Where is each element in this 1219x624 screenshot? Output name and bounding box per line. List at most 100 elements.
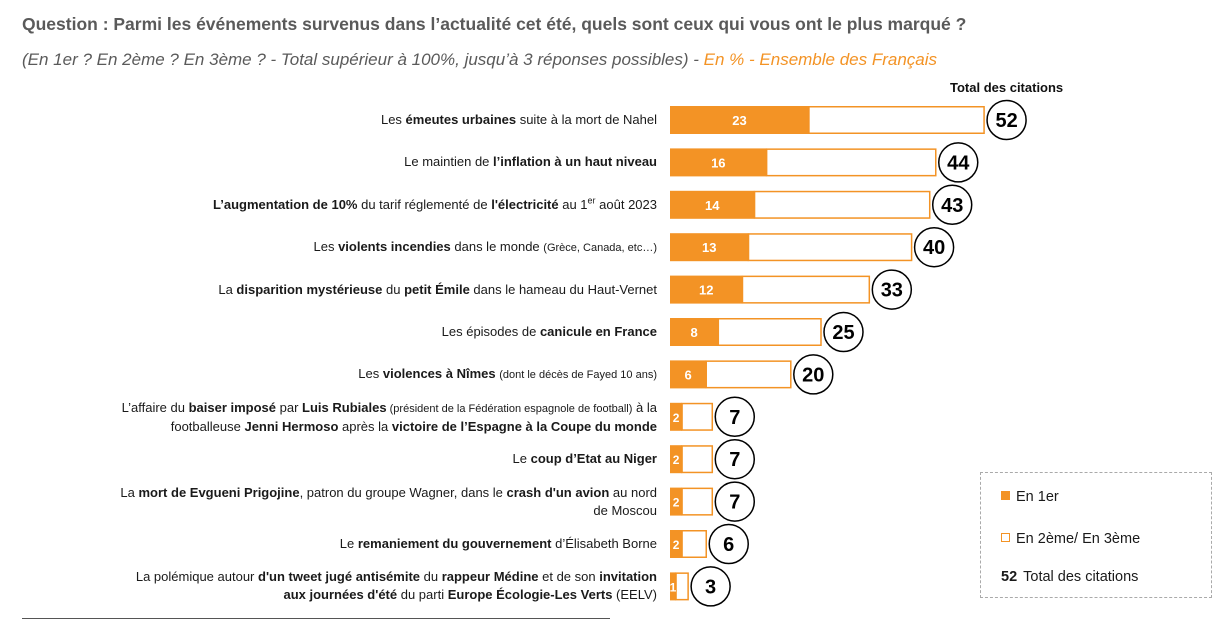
total-value: 33 [881,280,903,302]
bar-first-value: 16 [711,155,725,170]
category-label-part: (EELV) [612,587,657,603]
category-label-part: Jenni Hermoso [244,418,339,434]
bar-first [670,106,809,134]
category-label-part: l’inflation à un haut niveau [493,154,657,170]
category-label-part: suite à la mort de Nahel [516,112,657,127]
category-label-part: La polémique autour [135,569,258,585]
legend-swatch-other [1001,533,1010,542]
category-label-part: remaniement du gouvernement [357,536,552,551]
subtitle-accent: En % - Ensemble des Français [703,50,938,69]
question-subtitle: (En 1er ? En 2ème ? En 3ème ? - Total su… [22,50,937,70]
category-label-part: au 1 [558,196,588,212]
category-label-part: (Grèce, Canada, etc…) [543,242,657,255]
bar-first-value: 13 [702,240,716,255]
category-label-part: Les [313,239,339,255]
category-label: Les épisodes de canicule en France [442,323,657,341]
category-label: L’augmentation de 10% du tarif réglement… [213,196,657,214]
bar-other [753,190,931,219]
category-label-part: victoire de l’Espagne à la Coupe du mond… [391,418,657,434]
total-circle [793,354,834,395]
category-label-part: dans le hameau du Haut-Vernet [469,281,657,297]
category-label-part: l'électricité [491,196,559,212]
category-label-part: La [120,484,139,500]
category-label-part: La [218,281,237,297]
bar-first-value: 6 [685,367,692,382]
category-label-part: Les épisodes de [441,324,540,339]
total-value: 6 [723,534,734,556]
category-label-part: Europe Écologie-Les Verts [447,587,613,603]
category-label-part: crash d'un avion [506,484,610,500]
bar-first-value: 2 [673,538,680,552]
total-value: 3 [705,576,716,598]
bar-other [675,572,689,601]
category-label-part: du tarif réglementé de [357,196,492,212]
bar-first-value: 23 [732,113,746,128]
total-value: 7 [729,407,740,429]
category-label: Le coup d’Etat au Niger [513,450,657,468]
category-label-part: du parti [397,587,448,603]
bar-other [765,148,937,177]
category-label-part: , patron du groupe Wagner, dans le [299,484,507,500]
bottom-rule [22,618,610,619]
bar-first [670,233,749,262]
bar-first [670,360,707,389]
category-label-part: petit Émile [404,281,470,297]
category-label: Le remaniement du gouvernement d’Élisabe… [340,535,657,553]
bar-first [670,445,683,474]
bar-other [681,402,714,431]
bar-other [681,530,707,558]
bar-first [670,487,683,516]
category-label: Les violents incendies dans le monde (Gr… [313,238,657,257]
category-label-part: mort de Evgueni Prigojine [138,484,300,500]
category-label-part: footballeuse [170,418,245,434]
total-circle [823,311,864,353]
category-label-part: de Moscou [593,502,657,518]
category-label: La mort de Evgueni Prigojine, patron du … [120,484,657,520]
bar-other [747,233,913,262]
category-label: Le maintien de l’inflation à un haut niv… [404,153,657,171]
category-label-part: rappeur Médine [441,569,539,585]
category-label-part: Les [380,112,406,127]
category-label-part: violences à Nîmes [382,366,496,382]
category-label-part: au nord [609,484,657,500]
total-circle [913,226,955,268]
legend-total-number: 52 [1001,569,1018,585]
category-label-part: aux journées d'été [283,587,398,603]
total-column-header: Total des citations [950,80,1064,95]
category-label-part: (dont le décès de Fayed 10 ans) [499,369,657,382]
category-label-part: à la [632,399,657,415]
legend-swatch-first [1001,491,1010,500]
category-label-part: baiser imposé [188,399,277,415]
total-circle [690,566,731,607]
category-label-part: Luis Rubiales [302,399,387,415]
legend-item-first: En 1er [1001,489,1059,505]
bar-first [670,572,677,601]
legend-total-label: Total des citations [1023,569,1139,585]
total-circle [714,438,756,480]
bar-other [705,360,792,389]
subtitle-main: (En 1er ? En 2ème ? En 3ème ? - Total su… [22,50,704,69]
bar-other [717,318,822,346]
legend-label-first: En 1er [1016,489,1059,505]
category-label-part: invitation [599,569,657,585]
category-label-part: par [276,399,303,415]
category-label-part: après la [338,418,392,434]
bar-first [670,148,767,177]
category-label-part: (président de la Fédération espagnole de… [386,402,633,415]
category-label: Les violences à Nîmes (dont le décès de … [358,365,657,384]
category-label-part: août 2023 [595,196,657,212]
category-label-part: L’affaire du [121,399,189,415]
total-value: 52 [995,110,1017,132]
bar-first [670,318,719,346]
total-circle [708,523,749,565]
category-label-part: émeutes urbaines [405,112,517,127]
legend-item-other: En 2ème/ En 3ème [1001,531,1140,547]
question-title: Question : Parmi les événements survenus… [22,14,967,34]
bar-first-value: 1 [670,580,677,594]
bar-first [670,530,683,558]
legend-label-other: En 2ème/ En 3ème [1016,531,1141,547]
total-value: 43 [941,195,963,217]
category-label-part: violents incendies [338,239,451,255]
bar-other [681,487,714,516]
